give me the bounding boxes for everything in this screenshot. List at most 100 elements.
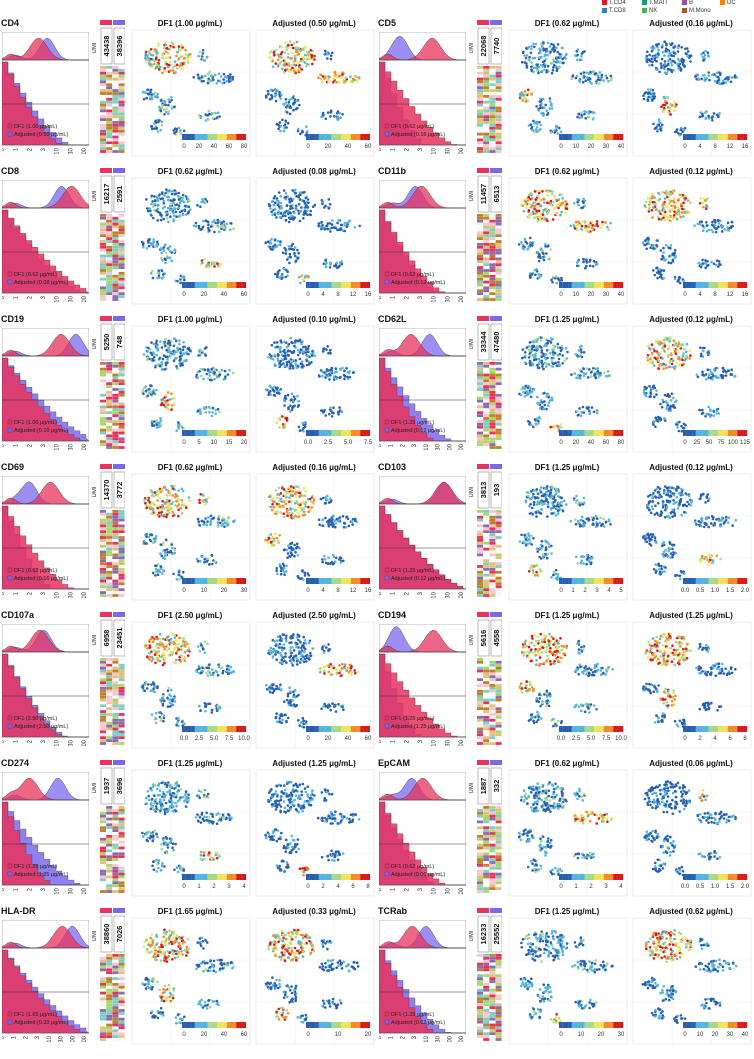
cell-point [328, 412, 331, 416]
heat-cell [477, 214, 483, 217]
cell-point [288, 70, 292, 74]
cell-point [664, 49, 667, 53]
cell-point [297, 53, 300, 56]
cell-point [545, 70, 548, 74]
cell-point [155, 423, 158, 426]
cell-point [144, 385, 148, 388]
cell-point [329, 406, 332, 409]
colorbar-tick: 0 [559, 440, 563, 446]
heat-cell [106, 109, 113, 113]
df1-legend-label: DF1 (0.62 μg/mL) [391, 124, 434, 130]
cell-point [161, 71, 164, 75]
cell-point [207, 223, 210, 227]
cell-point [532, 66, 536, 70]
heat-cell [118, 431, 125, 435]
cell-point [647, 210, 651, 213]
colorbar-segment [325, 430, 329, 436]
heat-cell [100, 440, 106, 444]
cell-point [572, 202, 576, 205]
cell-point [284, 218, 288, 222]
cell-point [273, 341, 276, 344]
cell-point [175, 365, 178, 368]
cell-point [208, 374, 211, 377]
cell-point [156, 219, 159, 222]
cell-point [683, 126, 687, 130]
cell-point [530, 47, 533, 51]
cell-point [543, 356, 547, 359]
heat-cell [100, 269, 106, 272]
heat-cell [100, 370, 106, 374]
umi-df1-bar [100, 316, 112, 321]
cell-point [152, 351, 155, 354]
heat-cell [477, 272, 483, 275]
heat-cell [495, 376, 502, 380]
colorbar-segment [718, 282, 722, 288]
heat-cell [112, 298, 119, 301]
cell-point [715, 263, 718, 267]
cell-point [283, 340, 286, 344]
colorbar-tick: 5.0 [344, 440, 353, 446]
cell-point [590, 406, 594, 409]
marker-panel: CD11b DF1 (0.62 μg/mL) Adjusted (0.12 μg/m… [377, 164, 754, 312]
cell-point [154, 199, 157, 203]
heat-cell [495, 408, 502, 412]
heat-cell [106, 132, 113, 136]
cell-point [273, 354, 276, 357]
heat-cell [112, 399, 119, 403]
cell-point [552, 58, 555, 61]
cell-point [292, 102, 295, 105]
cell-point [147, 244, 151, 248]
colorbar-tick: 8 [713, 144, 717, 150]
heat-cell [112, 231, 119, 235]
cell-point [183, 56, 186, 60]
cell-point [219, 75, 223, 78]
heat-cell [495, 440, 502, 444]
cell-point [278, 426, 281, 429]
cell-point [196, 73, 200, 77]
heat-cell [489, 391, 496, 394]
x-tick-label: 1 [389, 443, 395, 447]
cell-point [542, 61, 545, 64]
cell-point [657, 199, 660, 202]
heat-cell [106, 373, 113, 377]
cell-point [152, 342, 156, 346]
cell-point [540, 70, 544, 73]
cell-point [600, 73, 604, 77]
cell-point [177, 57, 181, 61]
cell-point [649, 361, 652, 365]
cell-point [729, 373, 732, 376]
tsne-title: Adjusted (0.50 μg/mL) [272, 19, 356, 28]
cell-point [228, 80, 231, 83]
cell-point [181, 275, 184, 279]
cell-point [321, 350, 325, 353]
cell-point [538, 218, 542, 222]
cell-point [297, 276, 301, 279]
colorbar-tick: 2.5 [324, 440, 333, 446]
heat-cell [495, 237, 502, 240]
cell-point [716, 75, 720, 79]
heat-cell [100, 295, 106, 298]
heat-cell [489, 138, 496, 142]
cell-point [340, 260, 343, 263]
cell-point [282, 63, 285, 66]
cell-point [582, 411, 585, 414]
cell-point [708, 368, 712, 372]
cell-point [269, 390, 272, 393]
colorbar-segment [571, 134, 576, 140]
heat-cell [483, 367, 490, 371]
colorbar-segment [695, 430, 700, 436]
cell-point [294, 254, 297, 258]
colorbar-segment [737, 134, 741, 140]
heat-cell [100, 243, 106, 246]
cell-point [311, 205, 315, 209]
heat-cell [112, 420, 119, 423]
cell-point [170, 45, 174, 48]
cell-point [313, 203, 317, 207]
cell-point [321, 374, 324, 378]
heat-cell [477, 254, 483, 258]
cell-point [713, 79, 717, 83]
cell-point [282, 425, 285, 429]
cell-point [164, 261, 167, 265]
colorbar-segment [584, 282, 588, 288]
heat-cell [118, 388, 125, 391]
